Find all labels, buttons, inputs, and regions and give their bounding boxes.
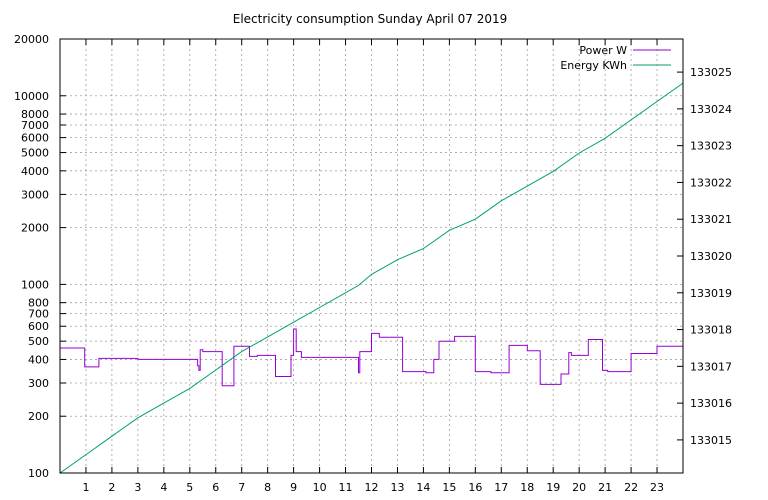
y2-tick-label: 133022 (690, 176, 732, 189)
legend-label: Energy KWh (560, 59, 627, 72)
y-tick-label: 1000 (21, 278, 49, 291)
x-tick-label: 3 (134, 481, 141, 494)
x-tick-label: 8 (264, 481, 271, 494)
x-tick-label: 13 (390, 481, 404, 494)
legend: Power W Energy KWh (560, 44, 671, 72)
y2-tick-label: 133015 (690, 434, 732, 447)
y-tick-label: 10000 (14, 90, 49, 103)
grid-lines (60, 39, 683, 473)
y-tick-label: 400 (28, 353, 49, 366)
y-tick-label: 20000 (14, 33, 49, 46)
legend-label: Power W (579, 44, 627, 57)
y-tick-label: 200 (28, 410, 49, 423)
y-tick-label: 500 (28, 335, 49, 348)
x-tick-label: 14 (416, 481, 430, 494)
y-tick-label: 2000 (21, 222, 49, 235)
x-axis-tick-labels: 1 2 3 4 5 6 7 8 9 10 11 12 13 14 15 16 17 18 19 20 21 22 23 (82, 481, 664, 494)
x-tick-label: 18 (520, 481, 534, 494)
y-tick-label: 700 (28, 308, 49, 321)
tick-marks (60, 38, 683, 474)
y2-tick-label: 133019 (690, 287, 732, 300)
x-tick-label: 15 (442, 481, 456, 494)
x-tick-label: 5 (186, 481, 193, 494)
x-tick-label: 20 (572, 481, 586, 494)
x-tick-label: 6 (212, 481, 219, 494)
x-tick-label: 1 (82, 481, 89, 494)
x-tick-label: 23 (650, 481, 664, 494)
y2-tick-label: 133025 (690, 66, 732, 79)
y-tick-label: 800 (28, 297, 49, 310)
y-tick-label: 600 (28, 320, 49, 333)
y2-tick-label: 133024 (690, 103, 732, 116)
series-line-power (60, 328, 684, 387)
x-tick-label: 16 (468, 481, 482, 494)
x-tick-label: 9 (290, 481, 297, 494)
y-tick-label: 8000 (21, 108, 49, 121)
x-tick-label: 12 (365, 481, 379, 494)
x-tick-label: 4 (160, 481, 167, 494)
y2-tick-label: 133023 (690, 140, 732, 153)
y2-tick-label: 133018 (690, 324, 732, 337)
x-tick-label: 2 (108, 481, 115, 494)
x-tick-label: 21 (598, 481, 612, 494)
y2-tick-label: 133016 (690, 397, 732, 410)
y-tick-label: 4000 (21, 165, 49, 178)
y2-tick-label: 133021 (690, 213, 732, 226)
x-tick-label: 10 (313, 481, 327, 494)
y2-tick-label: 133017 (690, 360, 732, 373)
y2-tick-label: 133020 (690, 250, 732, 263)
x-tick-label: 17 (494, 481, 508, 494)
y-right-tick-labels: 133015 133016 133017 133018 133019 133020 1330… (690, 66, 732, 447)
x-tick-label: 22 (624, 481, 638, 494)
y-tick-label: 3000 (21, 188, 49, 201)
chart-title: Electricity consumption Sunday April 07 … (233, 12, 508, 26)
series-line-energy (59, 82, 684, 474)
y-tick-label: 6000 (21, 132, 49, 145)
x-tick-label: 7 (238, 481, 245, 494)
y-tick-label: 100 (28, 467, 49, 480)
series-layer (59, 82, 684, 474)
y-tick-label: 300 (28, 377, 49, 390)
y-tick-label: 5000 (21, 147, 49, 160)
x-tick-label: 11 (339, 481, 353, 494)
y-tick-label: 7000 (21, 119, 49, 132)
x-tick-label: 19 (546, 481, 560, 494)
